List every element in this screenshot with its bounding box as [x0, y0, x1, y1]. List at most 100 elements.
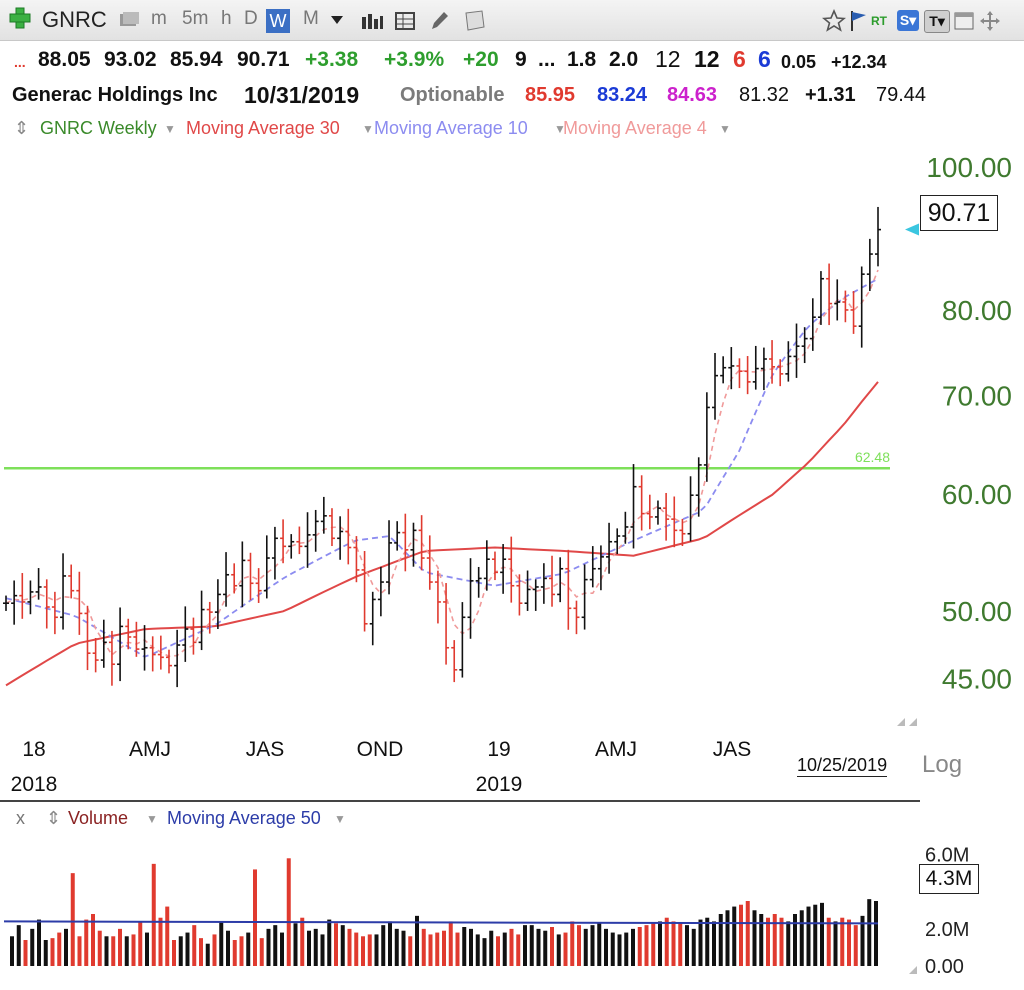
scroll-left-icon[interactable]: [897, 718, 905, 726]
legend-volume-ma[interactable]: Moving Average 50: [167, 808, 321, 828]
price-chart[interactable]: 100.00 80.00 70.00 60.00 50.00 45.00 62.48 18 AM…: [0, 140, 1024, 800]
chevron-down-icon[interactable]: [330, 15, 344, 25]
volume-bar: [10, 936, 14, 966]
chevron-down-icon[interactable]: ▼: [164, 122, 176, 136]
volume-tick-label: 0.00: [925, 956, 964, 978]
volume-bar: [624, 932, 629, 966]
volume-bar: [826, 917, 831, 966]
volume-bar: [502, 932, 507, 966]
legend-ma10[interactable]: Moving Average 10: [374, 118, 528, 138]
timeframe-d[interactable]: D: [244, 8, 258, 29]
legend-main[interactable]: GNRC Weekly: [40, 118, 157, 138]
volume-bar: [455, 932, 460, 966]
row-dots: ...: [14, 54, 26, 70]
volume-bar: [64, 928, 68, 966]
volume-bar: [199, 938, 203, 966]
timeframe-mo[interactable]: M: [303, 8, 319, 29]
last-date-label: 10/25/2019: [797, 755, 888, 777]
ma30-line: [5, 381, 879, 687]
s-menu-icon[interactable]: S▾: [897, 10, 919, 31]
open-value: 88.05: [38, 48, 91, 71]
chevron-down-icon[interactable]: ▼: [146, 812, 158, 826]
rt-label[interactable]: RT: [871, 14, 887, 28]
stat-5: 2.0: [609, 48, 639, 71]
ma4-line: [5, 269, 879, 658]
optionable-label: Optionable: [400, 84, 505, 106]
note-icon[interactable]: [462, 9, 486, 33]
volume-bar: [617, 934, 622, 966]
x-tick-label: JAS: [246, 738, 285, 761]
chevron-down-icon[interactable]: ▼: [554, 122, 566, 136]
volume-bar: [367, 934, 372, 966]
volume-bar: [280, 932, 284, 966]
volume-bar: [347, 928, 352, 966]
log-toggle[interactable]: Log: [922, 751, 963, 778]
volume-chart[interactable]: 6.0M 2.0M 0.00: [0, 830, 1024, 990]
volume-bar: [739, 904, 743, 966]
chevron-down-icon[interactable]: ▼: [719, 122, 731, 136]
volume-bar: [536, 928, 541, 966]
volume-bar: [273, 925, 278, 966]
bar-chart-icon[interactable]: [360, 11, 384, 31]
legend-ma30[interactable]: Moving Average 30: [186, 118, 340, 138]
stat-1: +20: [463, 48, 499, 71]
pane-divider[interactable]: [0, 800, 920, 802]
y-tick-label: 45.00: [942, 663, 1012, 694]
volume-bar: [30, 928, 35, 966]
volume-bar: [151, 863, 156, 966]
volume-bar: [381, 925, 386, 966]
volume-bar: [23, 940, 28, 966]
stat-2: 9: [515, 48, 527, 71]
volume-bar: [205, 943, 210, 966]
volume-bar: [415, 915, 419, 966]
volume-bar: [307, 930, 311, 966]
volume-bar: [327, 919, 332, 966]
volume-bar: [691, 928, 696, 966]
volume-bar: [219, 921, 224, 966]
row2-value-1: 85.95: [525, 84, 576, 106]
x-tick-label: JAS: [713, 738, 752, 761]
volume-bar: [482, 938, 487, 966]
chevron-down-icon[interactable]: ▼: [362, 122, 374, 136]
window-icon[interactable]: [953, 10, 975, 32]
symbol-field[interactable]: GNRC: [42, 7, 107, 32]
volume-bar: [266, 928, 271, 966]
chevron-down-icon[interactable]: ▼: [334, 812, 346, 826]
timeframe-w-active[interactable]: W: [266, 9, 290, 33]
layout-icon[interactable]: [118, 10, 140, 30]
updown-icon[interactable]: ⇕: [46, 808, 62, 828]
timeframe-5m[interactable]: 5m: [182, 8, 209, 29]
updown-icon[interactable]: ⇕: [14, 118, 30, 138]
text-menu-icon[interactable]: T▾: [924, 10, 950, 33]
volume-bar: [570, 921, 575, 966]
timeframe-m[interactable]: m: [151, 8, 167, 29]
pencil-icon[interactable]: [428, 9, 450, 33]
timeframe-h[interactable]: h: [221, 8, 232, 29]
volume-bar: [421, 928, 426, 966]
volume-bar: [158, 917, 163, 966]
x-tick-label: OND: [357, 738, 404, 761]
volume-bar: [212, 934, 217, 966]
volume-bar: [226, 930, 230, 966]
add-symbol-icon[interactable]: [8, 6, 32, 30]
volume-bar: [772, 914, 777, 966]
volume-bar: [685, 925, 689, 966]
legend-ma4[interactable]: Moving Average 4: [563, 118, 707, 138]
volume-bar: [583, 928, 588, 966]
volume-bar: [469, 928, 473, 966]
volume-bar: [178, 936, 183, 966]
volume-bar: [192, 925, 197, 966]
move-icon[interactable]: [979, 10, 1001, 32]
grid-add-icon[interactable]: [394, 9, 418, 33]
volume-bar: [70, 873, 75, 966]
volume-bar: [820, 902, 824, 966]
flag-icon[interactable]: [849, 9, 869, 33]
volume-bar: [165, 906, 170, 966]
stat-8: 6: [733, 46, 746, 72]
close-icon[interactable]: x: [16, 808, 25, 828]
volume-tick-label: 2.0M: [925, 919, 969, 941]
legend-volume[interactable]: Volume: [68, 808, 129, 828]
star-icon[interactable]: [822, 9, 846, 33]
row2-value-4: 81.32: [739, 84, 790, 106]
scroll-right-icon[interactable]: [909, 718, 917, 726]
